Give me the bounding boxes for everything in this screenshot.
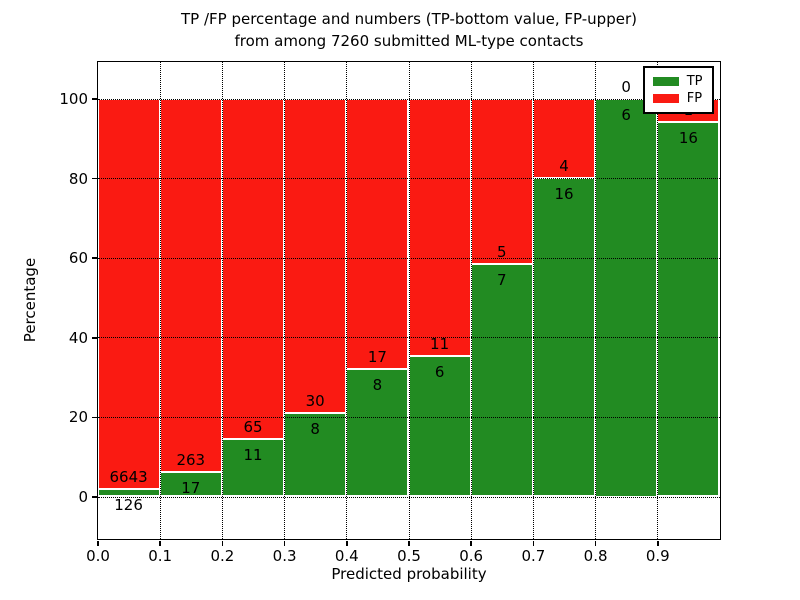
- vertical-gridline: [657, 61, 659, 539]
- x-tick-label: 0.1: [148, 547, 173, 565]
- bar-segment-tp: [346, 369, 409, 497]
- tp-count-label: 8: [372, 376, 383, 395]
- tp-count-label: 6: [434, 363, 445, 382]
- tp-count-label: 126: [114, 496, 143, 515]
- legend: TP FP: [642, 65, 714, 114]
- bar-segment-tp: [595, 98, 658, 497]
- vertical-gridline: [595, 61, 597, 539]
- y-tick-label: 60: [68, 249, 88, 268]
- x-tick-mark: [97, 540, 99, 546]
- x-tick-mark: [221, 540, 224, 546]
- x-tick-mark: [346, 540, 348, 546]
- legend-entry: TP: [652, 73, 703, 90]
- vertical-gridline: [532, 61, 534, 539]
- x-tick-mark: [470, 540, 472, 546]
- x-tick-label: 0.4: [334, 547, 359, 565]
- x-tick-label: 0.7: [521, 547, 546, 565]
- bar-segment-tp: [221, 438, 285, 497]
- x-tick-label: 0.9: [645, 547, 670, 565]
- bar-segment-tp: [159, 472, 222, 497]
- bar-segment-fp: [97, 98, 160, 490]
- legend-entry: FP: [652, 90, 703, 107]
- vertical-gridline: [284, 61, 286, 539]
- x-tick-label: 0.5: [397, 547, 421, 565]
- x-axis-label: Predicted probability: [331, 565, 487, 583]
- tp-count-label: 11: [243, 445, 263, 464]
- tp-count-label: 16: [678, 128, 698, 147]
- chart-title-line2: from among 7260 submitted ML-type contac…: [234, 32, 584, 50]
- vertical-gridline: [346, 61, 348, 539]
- x-tick-label: 0.8: [583, 547, 608, 565]
- bar-segment-tp: [97, 489, 160, 497]
- y-tick-mark: [91, 98, 97, 100]
- tp-count-label: 16: [554, 185, 574, 204]
- y-axis-label: Percentage: [21, 257, 39, 343]
- bar-segment-fp: [470, 98, 533, 265]
- y-tick-mark: [91, 496, 97, 498]
- tp-count-label: 6: [621, 105, 631, 124]
- fp-count-label: 65: [243, 417, 263, 436]
- y-tick-label: 0: [78, 488, 88, 506]
- vertical-gridline: [221, 61, 223, 539]
- x-tick-label: 0.2: [210, 547, 235, 565]
- x-tick-label: 0.0: [86, 547, 110, 565]
- vertical-gridline: [408, 61, 410, 539]
- bar-segment-tp: [470, 264, 533, 497]
- fp-count-label: 5: [497, 243, 507, 262]
- tp-count-label: 8: [310, 419, 320, 438]
- y-tick-label: 40: [68, 328, 88, 347]
- x-tick-mark: [532, 540, 535, 546]
- x-tick-mark: [283, 540, 286, 546]
- bar-segment-fp: [408, 98, 471, 357]
- tp-swatch: [652, 76, 679, 86]
- x-tick-mark: [657, 540, 659, 546]
- bar-segment-tp: [532, 178, 596, 497]
- chart-title-line1: TP /FP percentage and numbers (TP-bottom…: [181, 10, 637, 28]
- fp-swatch: [652, 93, 679, 103]
- fp-count-label: 0: [621, 77, 631, 96]
- x-tick-mark: [159, 540, 161, 546]
- vertical-gridline: [159, 61, 161, 539]
- fp-count-label: 263: [176, 451, 206, 470]
- y-tick-mark: [91, 257, 97, 259]
- y-tick-label: 80: [68, 169, 88, 188]
- x-tick-label: 0.3: [272, 547, 297, 565]
- legend-label: TP: [686, 73, 703, 89]
- fp-count-label: 6643: [109, 468, 148, 487]
- y-tick-mark: [91, 177, 97, 180]
- fp-count-label: 4: [559, 157, 569, 176]
- fp-count-label: 11: [430, 335, 450, 354]
- bar-segment-fp: [284, 98, 347, 413]
- y-tick-mark: [91, 337, 97, 339]
- fp-count-label: 17: [367, 348, 387, 367]
- y-tick-mark: [91, 416, 97, 419]
- fp-count-label: 30: [305, 391, 325, 410]
- chart-title: TP /FP percentage and numbers (TP-bottom…: [98, 8, 720, 52]
- x-tick-mark: [408, 540, 410, 546]
- y-tick-label: 100: [59, 90, 88, 108]
- vertical-gridline: [470, 61, 472, 539]
- tp-count-label: 7: [497, 271, 507, 290]
- bar-segment-fp: [346, 98, 409, 370]
- x-tick-label: 0.6: [459, 547, 484, 565]
- tp-count-label: 17: [181, 479, 201, 498]
- y-tick-label: 20: [68, 408, 88, 427]
- legend-label: FP: [686, 90, 703, 106]
- bar-segment-fp: [221, 98, 285, 439]
- x-tick-mark: [594, 540, 597, 546]
- bar-segment-tp: [657, 121, 720, 497]
